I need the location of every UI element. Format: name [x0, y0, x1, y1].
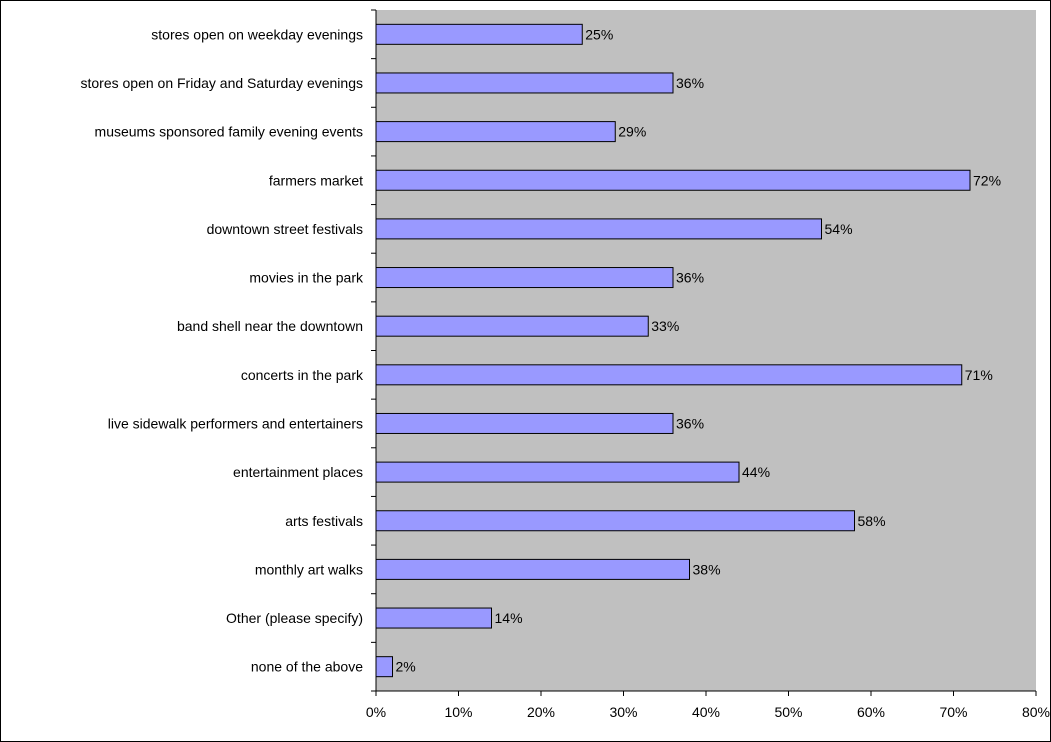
- category-label: arts festivals: [285, 513, 363, 529]
- bar: [375, 607, 492, 629]
- category-label: Other (please specify): [226, 610, 363, 626]
- data-label: 14%: [495, 610, 523, 626]
- axis-ticks: [371, 9, 1037, 696]
- category-label: farmers market: [269, 172, 363, 188]
- bar: [375, 121, 616, 143]
- bar: [375, 315, 649, 337]
- x-tick-label: 70%: [939, 704, 967, 720]
- bars: [375, 23, 971, 678]
- x-tick-label: 0%: [366, 704, 386, 720]
- bar: [375, 169, 971, 191]
- data-label: 58%: [858, 513, 886, 529]
- labels: 0% 10% 20% 30% 40% 50% 60% 70% 80% stores open on…: [80, 26, 1050, 720]
- bar: [375, 510, 855, 532]
- x-tick-label: 60%: [857, 704, 885, 720]
- data-label: 36%: [676, 75, 704, 91]
- category-label: stores open on Friday and Saturday eveni…: [80, 75, 363, 91]
- category-label: stores open on weekday evenings: [151, 26, 363, 42]
- data-label: 72%: [973, 172, 1001, 188]
- data-label: 25%: [585, 26, 613, 42]
- category-label: live sidewalk performers and entertainer…: [108, 415, 363, 431]
- category-label: band shell near the downtown: [177, 318, 363, 334]
- bar: [375, 267, 674, 289]
- x-tick-label: 50%: [774, 704, 802, 720]
- bar: [375, 412, 674, 434]
- data-label: 44%: [742, 464, 770, 480]
- data-label: 36%: [676, 270, 704, 286]
- category-label: monthly art walks: [255, 561, 363, 577]
- x-tick-label: 80%: [1022, 704, 1050, 720]
- bar: [375, 558, 690, 580]
- data-label: 38%: [693, 561, 721, 577]
- data-label: 29%: [618, 124, 646, 140]
- plot-area: [376, 10, 1036, 691]
- bar: [375, 23, 583, 45]
- category-label: museums sponsored family evening events: [95, 124, 363, 140]
- x-tick-label: 20%: [527, 704, 555, 720]
- bar: [375, 218, 822, 240]
- bar: [375, 461, 740, 483]
- x-tick-label: 40%: [692, 704, 720, 720]
- data-label: 54%: [825, 221, 853, 237]
- category-label: entertainment places: [233, 464, 363, 480]
- data-label: 71%: [965, 367, 993, 383]
- bar: [375, 364, 963, 386]
- bar: [375, 72, 674, 94]
- category-label: downtown street festivals: [207, 221, 363, 237]
- data-label: 36%: [676, 415, 704, 431]
- category-label: concerts in the park: [241, 367, 364, 383]
- category-label: movies in the park: [249, 270, 364, 286]
- x-tick-label: 10%: [444, 704, 472, 720]
- bar: [375, 656, 393, 678]
- category-label: none of the above: [251, 659, 363, 675]
- data-label: 2%: [396, 659, 416, 675]
- x-tick-label: 30%: [609, 704, 637, 720]
- data-label: 33%: [651, 318, 679, 334]
